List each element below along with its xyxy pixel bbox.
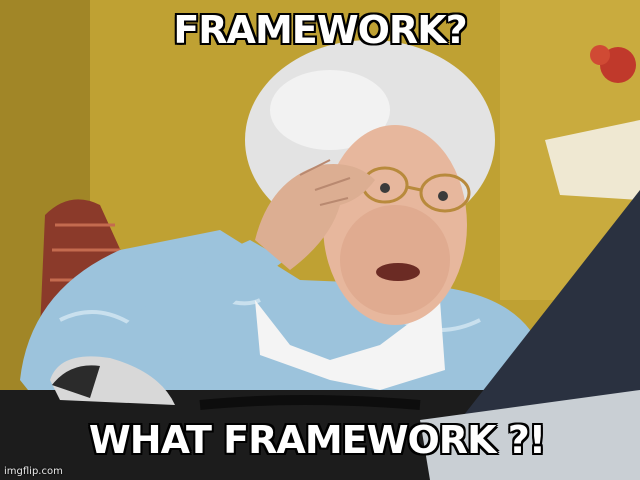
keyboard-cable [199, 395, 421, 410]
hand [255, 164, 375, 270]
bottom-caption: WHAT FRAMEWORK ?! [88, 418, 546, 462]
imgflip-watermark: imgflip.com [4, 466, 63, 477]
glasses-right-lens [419, 173, 471, 213]
collar [255, 300, 445, 390]
shelf-doily [545, 120, 640, 200]
arm [120, 240, 285, 360]
laptop-screen [460, 190, 640, 430]
mouth [376, 263, 420, 281]
top-caption: FRAMEWORK? [173, 8, 467, 52]
laptop-base [420, 390, 640, 480]
